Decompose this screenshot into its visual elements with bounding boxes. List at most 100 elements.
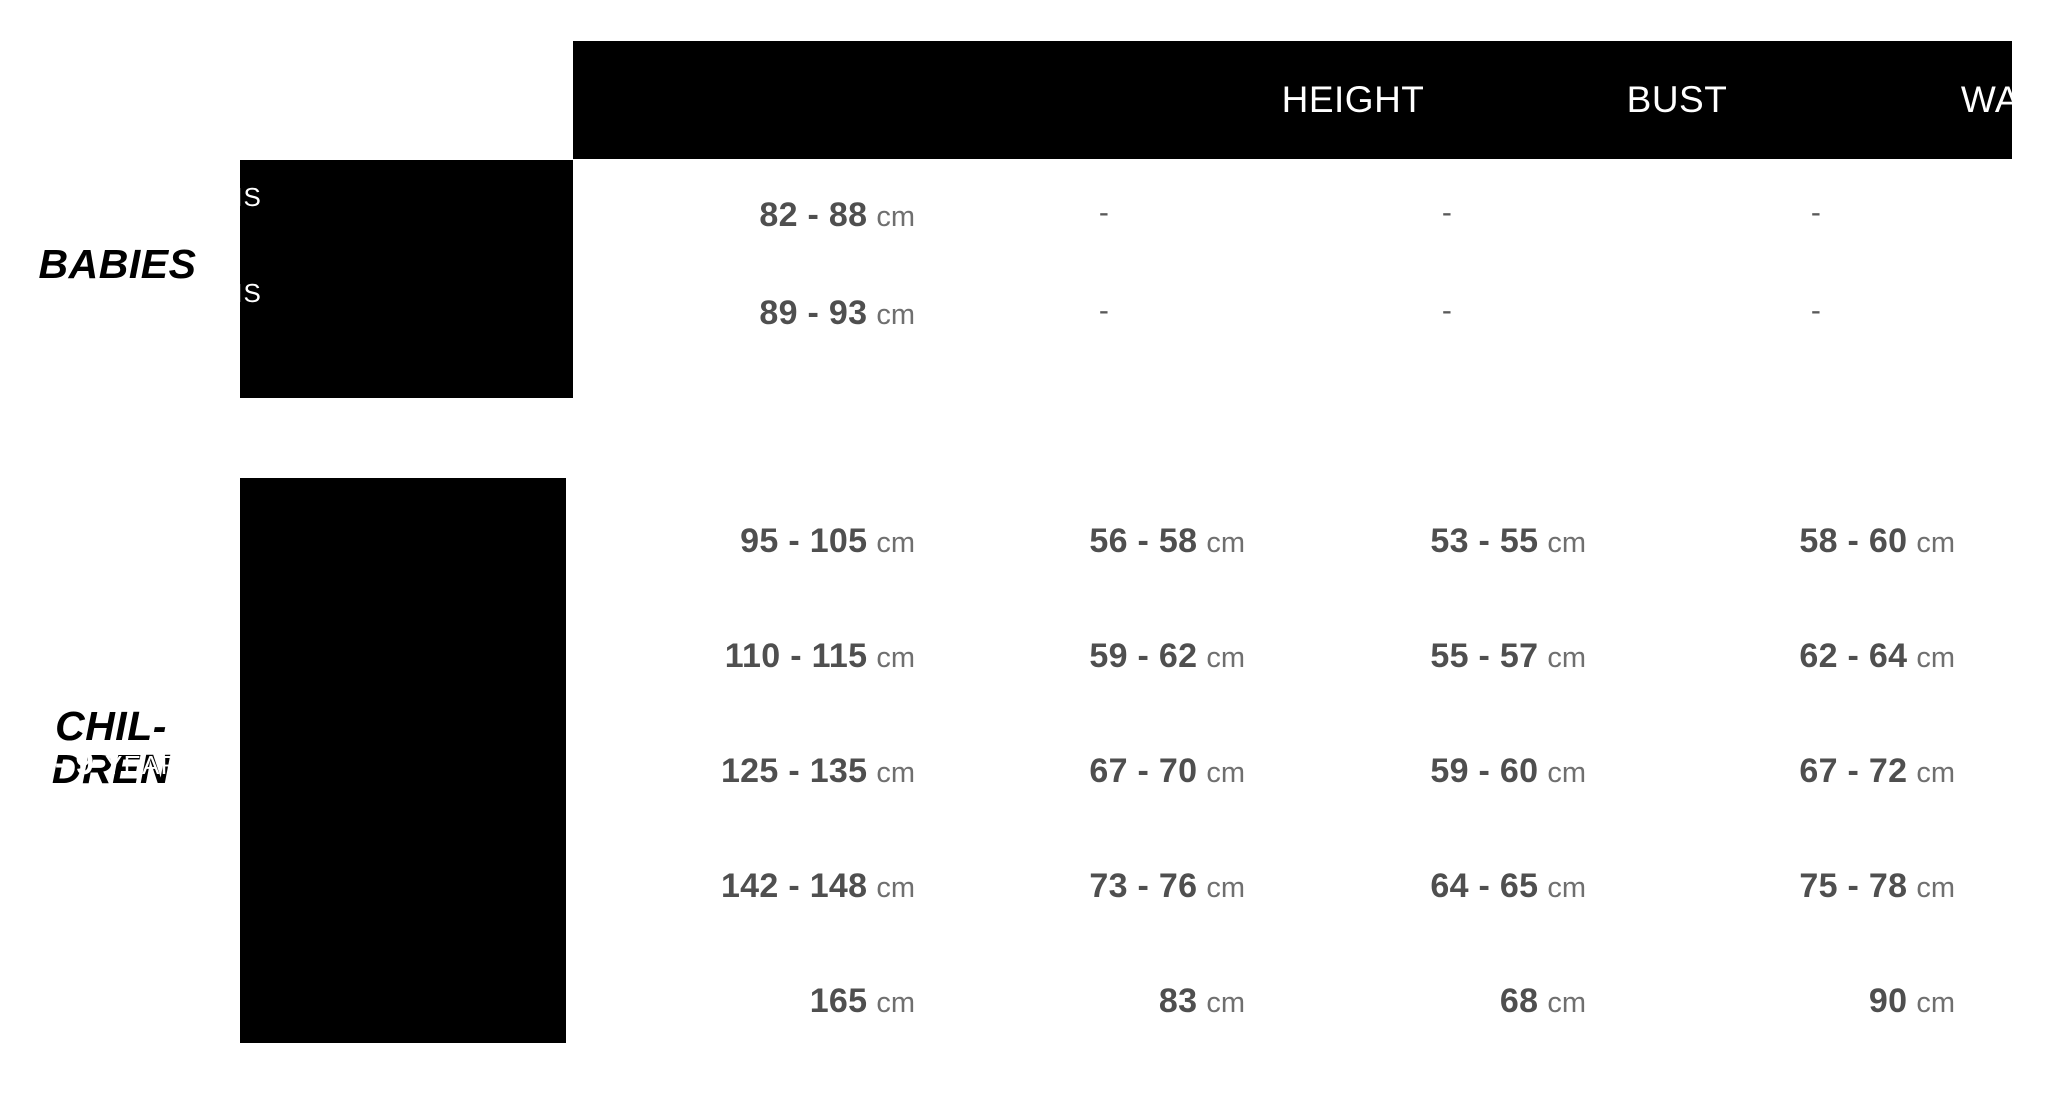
age-range: 10 - 12 <box>27 859 132 896</box>
value-unit: cm <box>1547 757 1586 789</box>
value-bust-children-0: 56 - 58 cm <box>825 522 1245 570</box>
value-waist-babies-1: - <box>1247 294 1647 342</box>
age-unit: YEARS <box>105 635 200 665</box>
value-unit: cm <box>876 642 915 674</box>
age-unit: YEARS <box>105 520 200 550</box>
value-number: 62 - 64 <box>1799 637 1908 675</box>
column-header-height: HEIGHT <box>1281 79 1425 120</box>
value-number: 58 - 60 <box>1799 522 1908 560</box>
value-waist-children-3: 64 - 65 cm <box>1166 867 1586 915</box>
age-unit: MONTHS <box>142 182 262 212</box>
column-header-waist: WAIST <box>1960 79 2048 120</box>
value-height-children-4: 165 cm <box>495 982 915 1030</box>
value-unit: cm <box>1206 987 1245 1019</box>
value-unit: cm <box>1206 757 1245 789</box>
age-row-children-1: 5 - 6 YEARS <box>27 629 199 667</box>
value-number: 59 - 62 <box>1089 637 1198 675</box>
value-unit: cm <box>1206 872 1245 904</box>
value-unit: cm <box>1916 642 1955 674</box>
age-block-children <box>240 478 566 1043</box>
value-number: 165 <box>809 982 868 1020</box>
age-range: 18 - 24 <box>27 272 132 309</box>
age-row-babies-0: 12 - 18 MONTHS <box>27 176 262 214</box>
age-row-children-3: 10 - 12 YEARS <box>27 859 236 897</box>
value-number: 56 - 58 <box>1089 522 1198 560</box>
value-unit: cm <box>1916 527 1955 559</box>
value-number: 125 - 135 <box>720 752 868 790</box>
value-number: 83 <box>1158 982 1198 1020</box>
age-row-children-0: 3 - 4 YEARS <box>27 514 199 552</box>
value-bust-babies-1: - <box>904 294 1304 342</box>
value-hips-children-1: 62 - 64 cm <box>1535 637 1955 685</box>
value-bust-children-2: 67 - 70 cm <box>825 752 1245 800</box>
value-number: 82 - 88 <box>759 196 868 234</box>
value-height-babies-1: 89 - 93 cm <box>495 294 915 342</box>
value-unit: cm <box>1916 987 1955 1019</box>
value-unit: cm <box>876 757 915 789</box>
column-header-bust: BUST <box>1626 79 1728 120</box>
value-unit: cm <box>1547 642 1586 674</box>
group-label-babies: BABIES <box>38 241 197 287</box>
age-unit: YEARS <box>105 750 200 780</box>
value-bust-children-3: 73 - 76 cm <box>825 867 1245 915</box>
value-number: - <box>1810 294 1822 327</box>
value-unit: cm <box>1547 872 1586 904</box>
value-unit: cm <box>1206 642 1245 674</box>
age-range: 7 - 9 <box>27 744 95 781</box>
value-unit: cm <box>876 299 915 331</box>
value-number: 95 - 105 <box>740 522 868 560</box>
value-number: 64 - 65 <box>1430 867 1539 905</box>
value-height-babies-0: 82 - 88 cm <box>495 196 915 244</box>
value-number: - <box>1441 294 1453 327</box>
value-hips-children-4: 90 cm <box>1535 982 1955 1030</box>
value-number: 90 <box>1868 982 1908 1020</box>
age-row-children-2: 7 - 9 YEARS <box>27 744 199 782</box>
value-unit: cm <box>1916 872 1955 904</box>
value-number: 73 - 76 <box>1089 867 1198 905</box>
value-hips-babies-1: - <box>1616 294 2016 342</box>
value-height-children-3: 142 - 148 cm <box>495 867 915 915</box>
age-range: 3 - 4 <box>27 514 95 551</box>
value-number: 68 <box>1499 982 1539 1020</box>
value-height-children-1: 110 - 115 cm <box>495 637 915 685</box>
table-header-bar: HEIGHTBUSTWAISTHIPS <box>573 41 2048 159</box>
value-number: 67 - 72 <box>1799 752 1908 790</box>
value-number: - <box>1441 196 1453 229</box>
value-hips-children-2: 67 - 72 cm <box>1535 752 1955 800</box>
value-height-children-0: 95 - 105 cm <box>495 522 915 570</box>
value-number: - <box>1098 294 1110 327</box>
age-row-children-4: 14 - 16 YEARS <box>27 974 236 1012</box>
group-label-children: CHIL- DREN <box>51 703 171 793</box>
value-number: 53 - 55 <box>1430 522 1539 560</box>
value-number: 67 - 70 <box>1089 752 1198 790</box>
value-hips-babies-0: - <box>1616 196 2016 244</box>
age-range: 12 - 18 <box>27 176 132 213</box>
value-number: 110 - 115 <box>724 637 868 675</box>
value-waist-children-0: 53 - 55 cm <box>1166 522 1586 570</box>
value-unit: cm <box>1916 757 1955 789</box>
value-unit: cm <box>1547 527 1586 559</box>
value-number: - <box>1098 196 1110 229</box>
value-unit: cm <box>876 987 915 1019</box>
value-hips-children-0: 58 - 60 cm <box>1535 522 1955 570</box>
age-row-babies-1: 18 - 24 MONTHS <box>27 272 262 310</box>
value-bust-children-4: 83 cm <box>825 982 1245 1030</box>
value-hips-children-3: 75 - 78 cm <box>1535 867 1955 915</box>
age-unit: YEARS <box>142 980 237 1010</box>
age-unit: MONTHS <box>142 278 262 308</box>
age-unit: YEARS <box>142 865 237 895</box>
value-number: 59 - 60 <box>1430 752 1539 790</box>
value-waist-children-4: 68 cm <box>1166 982 1586 1030</box>
value-number: 89 - 93 <box>759 294 868 332</box>
value-unit: cm <box>876 872 915 904</box>
value-waist-babies-0: - <box>1247 196 1647 244</box>
age-range: 5 - 6 <box>27 629 95 666</box>
value-height-children-2: 125 - 135 cm <box>495 752 915 800</box>
value-bust-babies-0: - <box>904 196 1304 244</box>
value-unit: cm <box>876 201 915 233</box>
value-number: 142 - 148 <box>720 867 868 905</box>
value-waist-children-2: 59 - 60 cm <box>1166 752 1586 800</box>
value-waist-children-1: 55 - 57 cm <box>1166 637 1586 685</box>
value-bust-children-1: 59 - 62 cm <box>825 637 1245 685</box>
